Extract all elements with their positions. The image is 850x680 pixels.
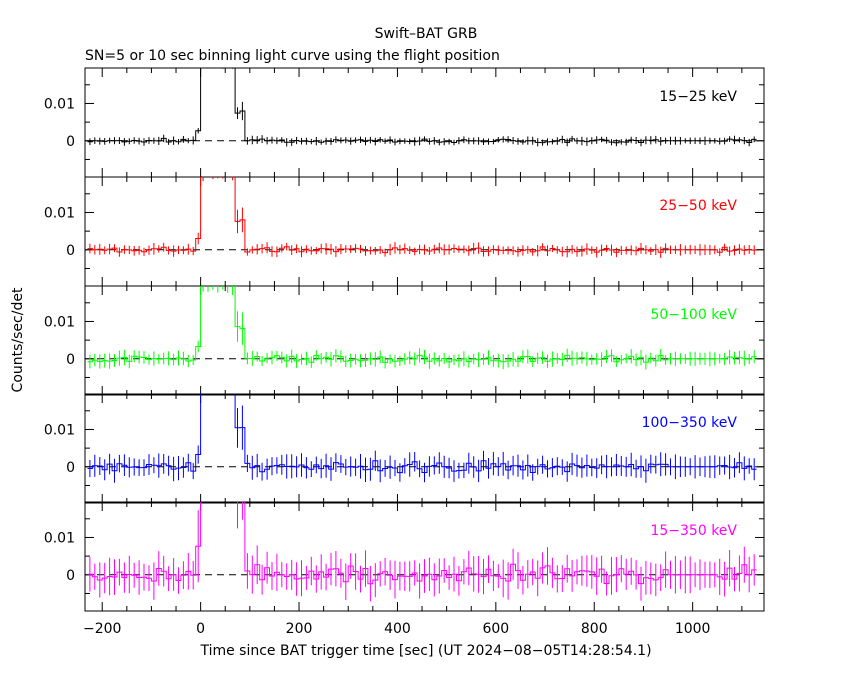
series-label: 25−50 keV <box>659 198 737 214</box>
x-tick-label: 1000 <box>675 621 711 637</box>
x-tick-label: −200 <box>83 621 121 637</box>
x-tick-label: 400 <box>384 621 411 637</box>
x-tick-label: 0 <box>196 621 205 637</box>
panel-2: 0 0.01 25−50 keV <box>44 176 765 287</box>
series-error-bars <box>89 502 755 602</box>
series-label: 15−25 keV <box>659 89 737 105</box>
x-tick-label: 800 <box>581 621 608 637</box>
panel-3: 0 0.01 50−100 keV <box>44 285 765 396</box>
y-tick-label: 0.01 <box>44 96 75 112</box>
y-tick-label: 0 <box>66 243 75 259</box>
series-error-bars <box>89 405 755 483</box>
series-error-bars <box>89 286 755 370</box>
series-line <box>87 68 757 144</box>
y-axis-label: Counts/sec/det <box>10 287 26 392</box>
panel-4: 0 0.01 100−350 keV <box>44 393 765 504</box>
panel-frame <box>84 393 765 504</box>
panel-frame <box>84 176 765 287</box>
series-label: 50−100 keV <box>650 307 737 323</box>
panel-frame <box>84 501 765 612</box>
x-tick-label: 200 <box>286 621 313 637</box>
y-tick-label: 0.01 <box>44 314 75 330</box>
series-error-bars <box>89 68 755 147</box>
y-tick-label: 0 <box>66 568 75 584</box>
x-axis-label: Time since BAT trigger time [sec] (UT 20… <box>199 643 651 659</box>
series-line <box>87 394 757 474</box>
x-tick-label: 600 <box>482 621 509 637</box>
chart-subtitle: SN=5 or 10 sec binning light curve using… <box>85 48 500 64</box>
panel-5: 0 0.01 15−350 keV <box>44 501 765 612</box>
panel-frame <box>84 285 765 396</box>
chart-title: Swift–BAT GRB <box>375 26 478 42</box>
panels: 0 0.01 15−25 keV 0 0.01 25−50 keV 0 0.01 50−100 … <box>44 67 765 637</box>
series-error-bars <box>89 177 755 258</box>
panel-1: 0 0.01 15−25 keV <box>44 67 765 178</box>
series-line <box>87 177 757 254</box>
y-tick-label: 0.01 <box>44 422 75 438</box>
y-tick-label: 0 <box>66 352 75 368</box>
series-label: 15−350 keV <box>650 523 737 539</box>
y-tick-label: 0 <box>66 460 75 476</box>
y-tick-label: 0 <box>66 134 75 150</box>
series-line <box>87 502 757 585</box>
y-tick-label: 0.01 <box>44 530 75 546</box>
series-label: 100−350 keV <box>642 415 738 431</box>
panel-frame <box>84 67 765 178</box>
y-tick-label: 0.01 <box>44 205 75 221</box>
